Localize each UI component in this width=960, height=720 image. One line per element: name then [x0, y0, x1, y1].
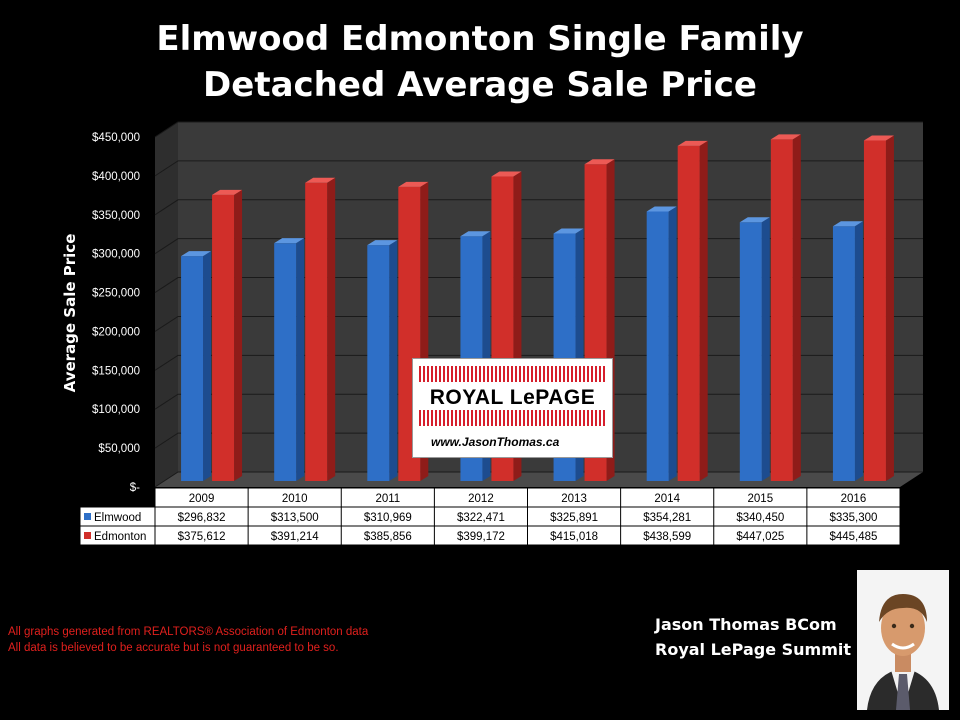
chart-title: Elmwood Edmonton Single Family Detached … [0, 16, 960, 108]
y-tick-label: $400,000 [92, 171, 140, 183]
y-tick-label: $450,000 [92, 132, 140, 144]
data-label: $296,832 [178, 512, 226, 524]
logo-stripe-bottom [419, 410, 605, 426]
bar-elmwood-2014 [646, 206, 677, 481]
y-tick-label: $250,000 [92, 288, 140, 300]
data-label: $310,969 [364, 512, 412, 524]
data-label: $385,856 [364, 531, 412, 543]
agent-portrait-image [857, 570, 949, 710]
logo-website-url: www.JasonThomas.ca [431, 435, 560, 449]
bar-edmonton-2015 [770, 134, 801, 481]
x-tick-label: 2016 [841, 493, 867, 505]
bar-edmonton-2010 [305, 177, 336, 481]
y-tick-label: $- [130, 482, 140, 494]
bar-edmonton-2014 [677, 140, 708, 482]
chart-floor [155, 472, 923, 487]
chart-side-wall [155, 122, 178, 487]
agent-info: Jason Thomas BCom Royal LePage Summit [655, 612, 851, 662]
agent-photo [857, 570, 949, 710]
bar-edmonton-2009 [212, 189, 243, 481]
x-tick-label: 2011 [375, 493, 400, 505]
logo-brand-text: ROYAL LePAGE [429, 386, 596, 409]
y-tick-label: $200,000 [92, 326, 140, 338]
y-tick-label: $100,000 [92, 404, 140, 416]
data-label: $391,214 [271, 531, 320, 543]
data-label: $313,500 [271, 512, 319, 524]
disclaimer: All graphs generated from REALTORS® Asso… [8, 624, 368, 656]
bar-elmwood-2009 [181, 251, 212, 481]
gridline [154, 160, 923, 177]
bar-elmwood-2015 [739, 217, 770, 481]
chart-title-line-2: Detached Average Sale Price [203, 65, 757, 105]
x-tick-label: 2012 [468, 493, 494, 505]
legend-swatch [84, 513, 91, 520]
x-tick-label: 2014 [654, 493, 680, 505]
x-tick-label: 2013 [561, 493, 587, 505]
royal-lepage-logo: ROYAL LePAGE www.JasonThomas.ca [412, 358, 613, 458]
bar-edmonton-2016 [863, 135, 894, 482]
y-tick-label: $150,000 [92, 365, 140, 377]
data-label: $375,612 [178, 531, 226, 543]
data-label: $354,281 [643, 512, 691, 524]
data-label: $438,599 [643, 531, 691, 543]
data-label: $322,471 [457, 512, 505, 524]
gridline [154, 199, 923, 216]
data-label: $415,018 [550, 531, 598, 543]
logo-stripe-top [419, 366, 605, 382]
x-tick-label: 2010 [282, 493, 308, 505]
data-label: $447,025 [736, 531, 784, 543]
bar-elmwood-2010 [274, 238, 305, 481]
y-tick-label: $300,000 [92, 249, 140, 261]
legend-swatch [84, 532, 91, 539]
data-label: $340,450 [736, 512, 784, 524]
legend-label: Edmonton [94, 531, 146, 543]
x-tick-label: 2009 [189, 493, 215, 505]
bar-elmwood-2016 [832, 221, 863, 481]
y-tick-label: $350,000 [92, 210, 140, 222]
data-label: $445,485 [829, 531, 877, 543]
data-label: $399,172 [457, 531, 505, 543]
bar-elmwood-2011 [367, 240, 398, 481]
agent-company: Royal LePage Summit [655, 640, 851, 659]
disclaimer-line-2: All data is believed to be accurate but … [8, 642, 339, 654]
agent-name: Jason Thomas BCom [655, 615, 837, 634]
disclaimer-line-1: All graphs generated from REALTORS® Asso… [8, 626, 369, 638]
chart-title-line-1: Elmwood Edmonton Single Family [156, 19, 804, 59]
data-label: $335,300 [829, 512, 877, 524]
data-label: $325,891 [550, 512, 598, 524]
gridline [154, 121, 923, 138]
y-tick-label: $50,000 [98, 443, 140, 455]
legend-label: Elmwood [94, 512, 141, 524]
x-tick-label: 2015 [748, 493, 774, 505]
